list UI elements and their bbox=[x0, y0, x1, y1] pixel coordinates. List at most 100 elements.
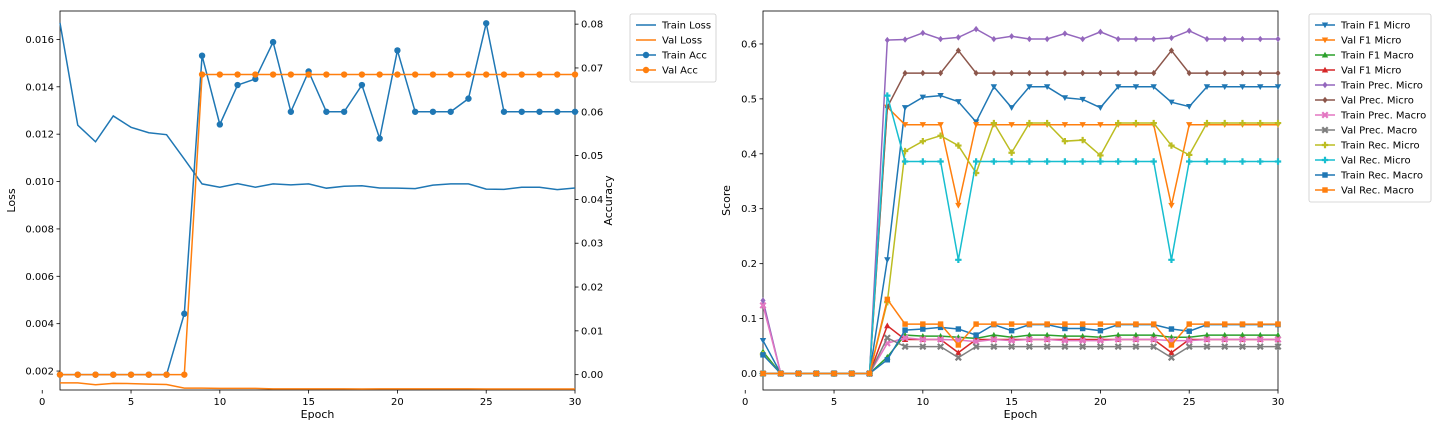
data-point bbox=[1025, 335, 1033, 343]
data-point bbox=[465, 95, 472, 102]
data-point bbox=[919, 94, 927, 101]
data-point bbox=[1097, 28, 1103, 36]
data-point bbox=[973, 332, 979, 338]
data-point bbox=[1097, 321, 1104, 327]
y-tick-label: 0.008 bbox=[25, 224, 54, 235]
data-point bbox=[1275, 321, 1281, 327]
legend-marker bbox=[1321, 141, 1329, 149]
y2-tick-label: 0.06 bbox=[581, 107, 603, 118]
series-line-train-loss bbox=[59, 22, 576, 191]
data-point bbox=[973, 321, 979, 327]
data-point bbox=[1008, 327, 1015, 334]
y2-tick-label: 0.01 bbox=[581, 326, 603, 337]
data-point bbox=[1221, 335, 1229, 343]
data-point bbox=[991, 321, 997, 327]
x-tick-label: 10 bbox=[916, 397, 929, 408]
data-point bbox=[1274, 335, 1282, 343]
legend-item-val-loss: Val Loss bbox=[636, 36, 702, 47]
y-tick-label: 0.2 bbox=[741, 259, 757, 270]
legend-marker bbox=[1321, 126, 1329, 134]
legend-item-train-f1-macro: Train F1 Macro bbox=[1315, 51, 1414, 62]
legend-item-val-f1-micro: Val F1 Micro bbox=[1315, 66, 1401, 77]
data-point bbox=[920, 29, 926, 37]
data-point bbox=[938, 69, 944, 77]
data-point bbox=[1150, 335, 1158, 343]
series-val-prec-macro bbox=[759, 334, 1282, 378]
data-point bbox=[1097, 105, 1104, 111]
data-point bbox=[937, 324, 944, 331]
legend: Train F1 Micro Val F1 Micro Train F1 Macro… bbox=[1308, 13, 1432, 203]
data-point bbox=[991, 35, 997, 43]
data-point bbox=[1257, 158, 1264, 165]
data-point bbox=[1061, 137, 1069, 145]
data-point bbox=[1097, 122, 1104, 128]
series-line-val-prec-macro bbox=[763, 336, 1278, 375]
data-point bbox=[1275, 69, 1281, 77]
y-tick-label: 0.4 bbox=[741, 149, 757, 160]
data-point bbox=[990, 343, 998, 351]
data-point bbox=[1274, 84, 1282, 90]
data-point bbox=[795, 370, 802, 377]
data-point bbox=[1257, 69, 1263, 77]
data-point bbox=[1222, 35, 1228, 43]
data-point bbox=[884, 296, 891, 303]
legend-marker bbox=[1322, 96, 1328, 104]
data-point bbox=[990, 84, 998, 90]
data-point bbox=[1132, 84, 1140, 90]
legend-label: Val Acc bbox=[662, 66, 698, 77]
data-point bbox=[902, 69, 908, 77]
data-point bbox=[1114, 84, 1122, 90]
data-point bbox=[955, 342, 962, 348]
data-point bbox=[340, 71, 348, 78]
data-point bbox=[1168, 47, 1175, 54]
data-point bbox=[1204, 69, 1210, 77]
data-point bbox=[1257, 321, 1263, 327]
series-val-rec-macro bbox=[760, 296, 1281, 377]
data-point bbox=[1115, 35, 1121, 43]
data-point bbox=[1186, 104, 1193, 110]
legend-marker bbox=[1321, 66, 1329, 73]
data-point bbox=[902, 321, 908, 327]
data-point bbox=[937, 335, 945, 343]
data-point bbox=[110, 371, 117, 378]
x-axis-label: Epoch bbox=[1004, 408, 1038, 421]
data-point bbox=[1061, 122, 1069, 128]
data-point bbox=[990, 119, 998, 127]
data-point bbox=[358, 81, 366, 89]
data-point bbox=[536, 71, 543, 78]
data-point bbox=[554, 108, 561, 115]
data-point bbox=[901, 343, 909, 351]
y2-tick-label: 0.04 bbox=[581, 195, 603, 206]
data-point bbox=[1080, 69, 1086, 77]
data-point bbox=[1079, 325, 1086, 332]
data-point bbox=[483, 71, 490, 78]
data-point bbox=[1168, 256, 1175, 264]
data-point bbox=[813, 370, 819, 377]
data-point bbox=[760, 297, 766, 304]
data-point bbox=[1097, 327, 1104, 334]
data-point bbox=[287, 108, 295, 115]
legend-marker bbox=[1321, 22, 1329, 29]
y-tick-label: 0.1 bbox=[741, 314, 757, 325]
data-point bbox=[1026, 84, 1033, 90]
data-point bbox=[465, 71, 472, 78]
data-point bbox=[1204, 321, 1210, 327]
data-point bbox=[305, 71, 312, 78]
data-point bbox=[937, 158, 944, 165]
x-tick-label: 5 bbox=[831, 397, 837, 408]
legend-label: Train F1 Macro bbox=[1340, 51, 1414, 62]
data-point bbox=[1203, 158, 1211, 165]
data-point bbox=[1061, 158, 1069, 165]
data-point bbox=[1079, 158, 1086, 165]
legend-label: Train Rec. Macro bbox=[1340, 171, 1423, 182]
legend-marker bbox=[1322, 172, 1328, 178]
x-tick-label: 10 bbox=[213, 397, 226, 408]
y-tick-label: 0.002 bbox=[25, 367, 54, 378]
data-point bbox=[1061, 95, 1069, 101]
legend-marker bbox=[1321, 37, 1329, 44]
data-point bbox=[269, 38, 277, 46]
data-point bbox=[759, 338, 767, 344]
data-point bbox=[1168, 349, 1175, 356]
data-point bbox=[760, 370, 766, 377]
